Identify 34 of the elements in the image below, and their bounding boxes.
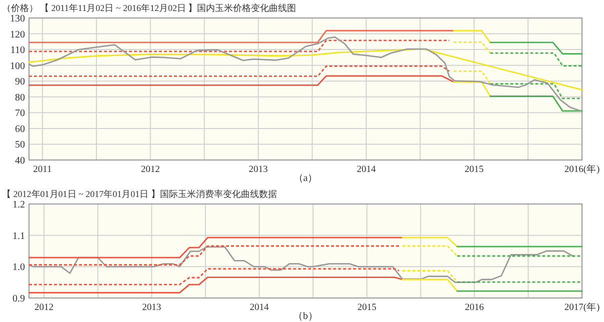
text: （b） bbox=[293, 311, 318, 322]
chart-title: 【 2012年01月01日 ~ 2017年01月01日 】国际玉米消费率变化曲线数据 bbox=[2, 189, 277, 199]
x-tick-label: 2014 bbox=[250, 303, 269, 313]
y-tick-label: 90 bbox=[15, 76, 25, 88]
y-tick-label: 130 bbox=[10, 14, 25, 24]
y-tick-label: 1.0 bbox=[12, 262, 25, 274]
x-tick-label: 2013 bbox=[248, 165, 268, 175]
y-tick-label: 120 bbox=[10, 29, 25, 40]
y-tick-label: 70 bbox=[15, 108, 25, 120]
y-tick-label: 60 bbox=[15, 124, 25, 135]
y-axis-title: （价格） bbox=[2, 3, 38, 13]
y-tick-label: 100 bbox=[10, 60, 25, 72]
chart-title: 【 2011年11月02日 ~ 2016年12月02日 】国内玉米价格变化曲线图 bbox=[40, 3, 296, 13]
x-tick-label: 2012 bbox=[140, 165, 160, 175]
y-tick-label: 40 bbox=[15, 156, 25, 166]
x-tick-label: 2011 bbox=[33, 165, 52, 175]
text: （a） bbox=[293, 173, 318, 184]
y-tick-label: 1.1 bbox=[12, 230, 25, 242]
x-tick-label: 2017(年) bbox=[564, 301, 600, 313]
y-tick-label: 1.2 bbox=[12, 200, 25, 210]
x-tick-label: 2015 bbox=[464, 165, 484, 175]
x-tick-label: 2016 bbox=[464, 303, 484, 313]
x-tick-label: 2016(年) bbox=[564, 163, 600, 175]
line-series bbox=[28, 48, 583, 90]
y-tick-label: 50 bbox=[15, 140, 25, 151]
x-tick-label: 2013 bbox=[142, 303, 162, 313]
line-series bbox=[28, 276, 404, 294]
x-tick-label: 2015 bbox=[357, 303, 377, 313]
y-tick-label: 80 bbox=[15, 92, 25, 104]
x-tick-label: 2014 bbox=[356, 165, 376, 175]
line-series bbox=[28, 268, 400, 286]
y-tick-label: 0.9 bbox=[12, 294, 25, 304]
y-tick-label: 110 bbox=[10, 45, 25, 56]
x-tick-label: 2012 bbox=[34, 303, 54, 313]
